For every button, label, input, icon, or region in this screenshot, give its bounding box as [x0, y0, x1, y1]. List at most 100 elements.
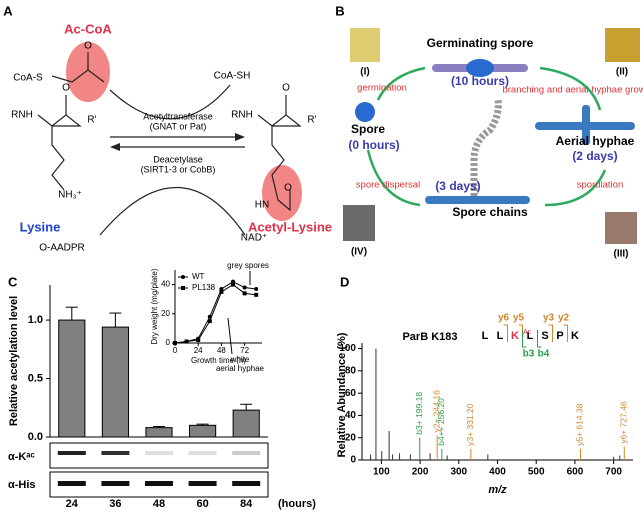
- x-tick-label: 36: [109, 498, 121, 510]
- residue: S: [541, 330, 548, 342]
- acetyl-bonds: [51, 52, 105, 83]
- blot: [49, 442, 269, 469]
- label: (III): [614, 249, 629, 260]
- y-tick-label: 20: [345, 432, 357, 443]
- x-tick-label: 300: [450, 467, 467, 478]
- blot-band: [188, 481, 217, 486]
- x-tick-label: 72: [240, 346, 249, 355]
- x-tick-label: 500: [528, 467, 545, 478]
- chart-title: ParB K183: [402, 331, 457, 343]
- marker: [184, 339, 189, 344]
- label: A: [3, 3, 13, 18]
- cycle-arrow: [376, 66, 426, 101]
- fragment-bracket: [563, 324, 568, 342]
- fragment-label: y5: [513, 313, 525, 324]
- micrograph: [343, 205, 375, 241]
- aerial-hyphae: [582, 105, 590, 145]
- marker: [219, 289, 224, 294]
- x-unit: (hours): [278, 498, 316, 510]
- micrograph: [350, 28, 380, 62]
- bar: [101, 326, 129, 438]
- label: Spore: [351, 122, 385, 136]
- micrograph: [605, 212, 637, 244]
- label: O: [284, 183, 292, 194]
- marker: [254, 286, 259, 291]
- label: Spore chains: [452, 205, 528, 219]
- y-tick-label: 20: [161, 309, 170, 318]
- label: Acetyl-Lysine: [248, 219, 332, 234]
- blot-band: [232, 451, 261, 455]
- peak-label: y6+ 727.46: [619, 401, 629, 444]
- label: Acetyltransferase: [143, 111, 213, 121]
- label: RNH: [231, 110, 253, 121]
- y-tick-label: 80: [345, 365, 357, 376]
- fragment-bracket: [518, 324, 523, 342]
- cycle-arrow: [544, 169, 607, 207]
- label: Germinating spore: [427, 36, 534, 50]
- fragment-label: b4: [538, 349, 550, 360]
- y-axis-title: Relative Abundance (%): [336, 332, 348, 457]
- residue: L: [482, 330, 489, 342]
- label: branching and aerial hyphae growth: [502, 85, 643, 96]
- blot-band: [145, 481, 173, 486]
- annotation: white: [230, 355, 250, 364]
- label: (I): [360, 67, 369, 78]
- label: Deacetylase: [153, 154, 203, 164]
- residue: K: [571, 330, 579, 342]
- label: CoA-SH: [214, 71, 251, 82]
- bar: [189, 424, 217, 438]
- label: NAD⁺: [241, 233, 267, 244]
- legend-label: PL138: [192, 283, 216, 292]
- coa-arc: [109, 84, 231, 120]
- germinating-spore: [466, 59, 494, 77]
- annotation: aerial hyphae: [216, 364, 265, 373]
- marker: [196, 338, 201, 343]
- label: Aerial hyphae: [556, 134, 635, 148]
- label: (SIRT1-3 or CobB): [141, 164, 216, 174]
- lysine-bonds: [37, 95, 82, 191]
- label: (10 hours): [451, 74, 509, 88]
- label: (II): [616, 67, 628, 78]
- arrowhead: [235, 133, 245, 141]
- x-axis-title: m/z: [488, 484, 507, 496]
- fragment-label: y3: [543, 313, 555, 324]
- x-tick-label: 48: [217, 346, 226, 355]
- x-tick-label: 700: [605, 467, 622, 478]
- label: (2 days): [572, 149, 617, 163]
- label: Ac-CoA: [64, 21, 112, 36]
- marker: [173, 341, 177, 345]
- label: CoA-S: [13, 73, 43, 84]
- x-tick-label: 24: [66, 498, 79, 510]
- y-tick-label: 0: [350, 455, 356, 466]
- fragment-bracket: [537, 330, 542, 348]
- label: R': [87, 115, 96, 126]
- fragment-label: y6: [498, 313, 510, 324]
- cycle-arrow: [539, 66, 602, 111]
- x-tick-label: 200: [412, 467, 429, 478]
- acetyl-lysine-bonds: [257, 95, 302, 212]
- line: [174, 281, 257, 344]
- label: HN: [255, 200, 269, 211]
- peak-label: y3+ 331.20: [465, 403, 475, 446]
- y-axis-title: Relative acetylation level: [8, 296, 20, 426]
- marker: [242, 291, 247, 296]
- label: O: [84, 41, 92, 52]
- annotation-arrow: [227, 317, 233, 355]
- x-axis-title: Growth time (h): [191, 356, 246, 365]
- acetyl-highlight: [66, 42, 110, 102]
- blot-label: α-His: [8, 479, 36, 491]
- spore: [355, 102, 375, 122]
- x-tick-label: 24: [194, 346, 203, 355]
- x-tick-label: 0: [173, 346, 178, 355]
- blot-band: [57, 481, 86, 486]
- modification: Ac: [523, 329, 532, 336]
- label: Lysine: [20, 219, 61, 234]
- marker: [231, 282, 235, 287]
- label: O: [62, 83, 70, 94]
- y-tick-label: 60: [345, 388, 357, 399]
- arrowhead: [110, 143, 120, 151]
- label: (3 days): [435, 179, 480, 193]
- label: NH₃⁺: [58, 190, 82, 201]
- cycle-arrow: [366, 149, 421, 207]
